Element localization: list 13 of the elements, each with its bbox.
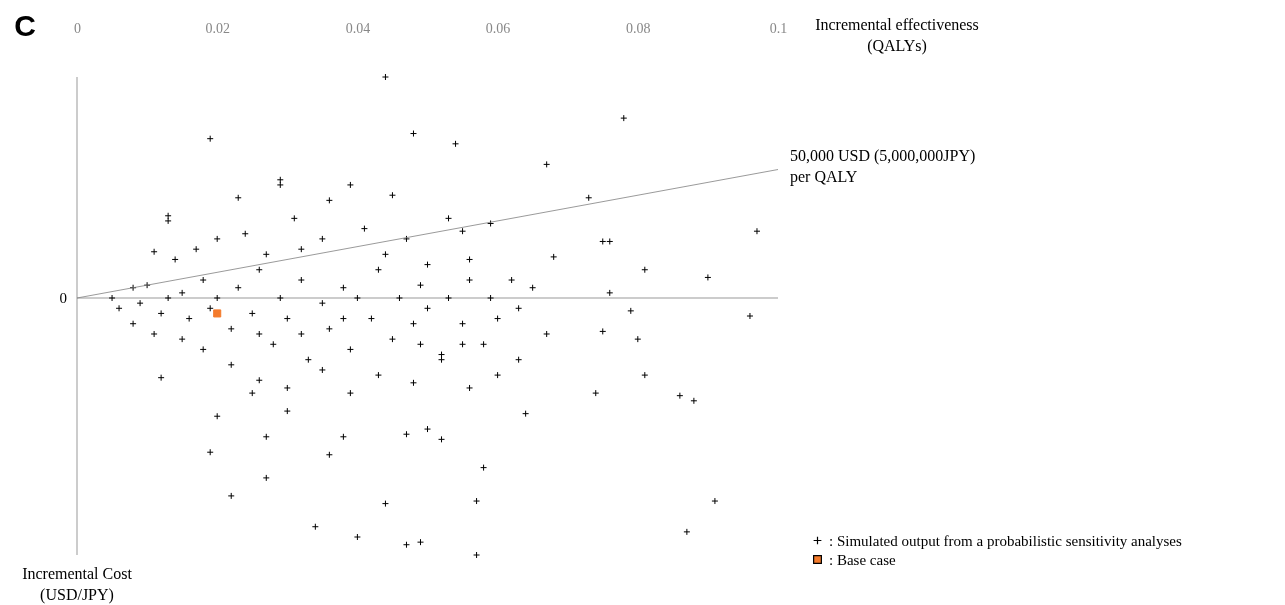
y-axis-title: Incremental Cost (USD/JPY): [22, 565, 133, 604]
x-tick-label: 0.08: [626, 20, 651, 36]
legend-label: : Simulated output from a probabilistic sensitivity analyses: [829, 532, 1183, 549]
x-tick-label: 0.04: [345, 20, 371, 36]
x-tick-label: 0.02: [205, 20, 230, 36]
x-tick-label: 0.1: [769, 20, 788, 36]
series-label: 50,000 USD (5,000,000JPY) per QALY: [790, 146, 976, 186]
legend-label: : Base case: [829, 551, 896, 568]
annotation: 0: [59, 290, 67, 307]
text: C: [14, 9, 36, 42]
x-tick-label: 0.06: [485, 20, 511, 36]
x-tick-label: 0: [74, 20, 81, 36]
x-axis-title: Incremental effectiveness (QALYs): [815, 16, 979, 55]
